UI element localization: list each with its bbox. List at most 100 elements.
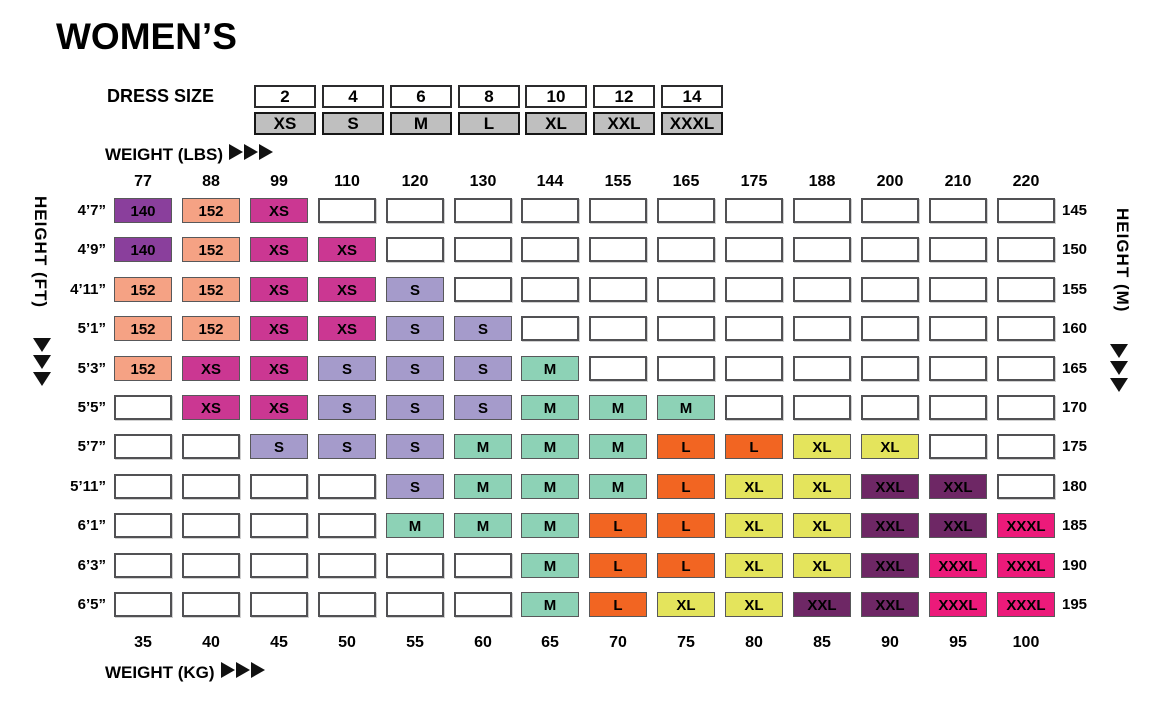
size-cell: 152	[182, 237, 240, 262]
size-cell: M	[521, 474, 579, 499]
empty-cell	[997, 237, 1055, 262]
weight-kg-tick: 50	[338, 634, 356, 651]
empty-cell	[454, 198, 512, 223]
size-cell: XL	[793, 474, 851, 499]
weight-kg-tick: 90	[881, 634, 899, 651]
size-cell: S	[454, 316, 512, 341]
arrow-down-icon	[33, 355, 51, 369]
size-cell: L	[657, 553, 715, 578]
weight-kg-tick: 65	[541, 634, 559, 651]
height-ft-row-label: 5’7”	[77, 438, 106, 455]
size-cell: XS	[250, 277, 308, 302]
empty-cell	[997, 356, 1055, 381]
size-cell: XL	[725, 513, 783, 538]
empty-cell	[929, 356, 987, 381]
empty-cell	[929, 434, 987, 459]
empty-cell	[386, 592, 444, 617]
size-cell: 152	[114, 316, 172, 341]
empty-cell	[929, 237, 987, 262]
empty-cell	[929, 395, 987, 420]
size-cell: M	[521, 434, 579, 459]
height-cm-label: 180	[1062, 478, 1088, 495]
weight-kg-tick: 55	[406, 634, 424, 651]
weight-kg-tick: 85	[813, 634, 831, 651]
size-cell: XL	[793, 553, 851, 578]
size-cell: S	[386, 395, 444, 420]
empty-cell	[386, 237, 444, 262]
size-cell: XXL	[861, 513, 919, 538]
weight-kg-tick: 95	[949, 634, 967, 651]
empty-cell	[725, 277, 783, 302]
size-cell: XS	[318, 316, 376, 341]
empty-cell	[114, 553, 172, 578]
empty-cell	[657, 198, 715, 223]
size-cell: XL	[725, 553, 783, 578]
size-cell: XXL	[793, 592, 851, 617]
size-cell: S	[386, 277, 444, 302]
size-cell: 152	[182, 198, 240, 223]
weight-kg-tick: 45	[270, 634, 288, 651]
arrow-down-icon	[1110, 378, 1128, 392]
height-cm-label: 170	[1062, 399, 1088, 416]
empty-cell	[589, 356, 647, 381]
empty-cell	[318, 513, 376, 538]
empty-cell	[318, 553, 376, 578]
size-cell: 140	[114, 237, 172, 262]
dress-size-letter-box: XL	[525, 112, 587, 135]
height-cm-label: 150	[1062, 241, 1088, 258]
size-cell: XS	[250, 395, 308, 420]
height-m-axis-label: HEIGHT (M)	[1113, 208, 1132, 313]
empty-cell	[318, 198, 376, 223]
size-cell: S	[454, 356, 512, 381]
arrow-down-icon	[33, 372, 51, 386]
size-cell: XXXL	[997, 553, 1055, 578]
size-cell: S	[250, 434, 308, 459]
height-cm-label: 190	[1062, 557, 1088, 574]
size-cell: XS	[318, 277, 376, 302]
empty-cell	[250, 592, 308, 617]
size-cell: L	[589, 513, 647, 538]
height-cm-label: 185	[1062, 517, 1088, 534]
empty-cell	[725, 316, 783, 341]
size-cell: XS	[250, 237, 308, 262]
empty-cell	[454, 237, 512, 262]
size-cell: M	[521, 553, 579, 578]
size-cell: S	[386, 434, 444, 459]
size-cell: M	[454, 474, 512, 499]
size-cell: 140	[114, 198, 172, 223]
empty-cell	[793, 395, 851, 420]
arrow-down-icon	[33, 338, 51, 352]
size-cell: XXL	[861, 474, 919, 499]
empty-cell	[997, 474, 1055, 499]
weight-lbs-tick: 144	[536, 173, 564, 190]
height-cm-label: 195	[1062, 596, 1088, 613]
empty-cell	[929, 316, 987, 341]
dress-size-number-box: 10	[525, 85, 587, 108]
empty-cell	[521, 316, 579, 341]
height-cm-label: 155	[1062, 281, 1088, 298]
size-cell: L	[589, 592, 647, 617]
height-ft-row-label: 4’7”	[77, 202, 106, 219]
size-cell: XXL	[929, 513, 987, 538]
empty-cell	[657, 316, 715, 341]
size-cell: XS	[250, 198, 308, 223]
empty-cell	[725, 356, 783, 381]
size-cell: M	[521, 395, 579, 420]
dress-size-letter-box: S	[322, 112, 384, 135]
empty-cell	[861, 237, 919, 262]
weight-lbs-tick: 175	[740, 173, 768, 190]
weight-lbs-tick: 130	[469, 173, 497, 190]
empty-cell	[182, 592, 240, 617]
empty-cell	[793, 198, 851, 223]
size-cell: M	[521, 356, 579, 381]
dress-size-number-box: 2	[254, 85, 316, 108]
weight-kg-tick: 80	[745, 634, 763, 651]
dress-size-letter-box: M	[390, 112, 452, 135]
empty-cell	[657, 356, 715, 381]
empty-cell	[861, 198, 919, 223]
size-cell: 152	[182, 316, 240, 341]
dress-size-number-box: 6	[390, 85, 452, 108]
size-cell: M	[589, 395, 647, 420]
weight-lbs-tick: 210	[944, 173, 972, 190]
dress-size-number-box: 4	[322, 85, 384, 108]
